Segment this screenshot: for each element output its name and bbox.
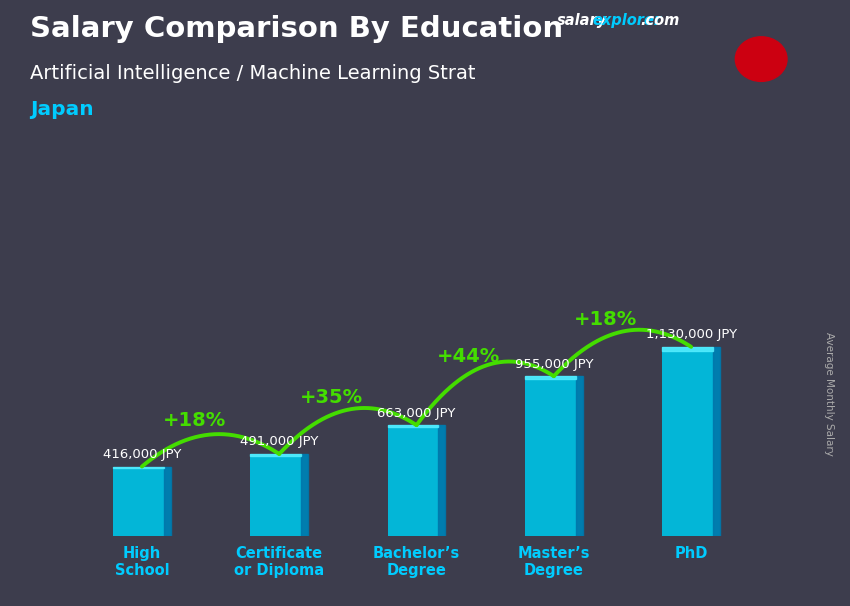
Bar [113,467,164,468]
Bar [525,376,575,379]
Text: 491,000 JPY: 491,000 JPY [240,436,319,448]
Circle shape [735,37,787,81]
Bar [164,467,171,536]
Text: Salary Comparison By Education: Salary Comparison By Education [30,15,563,43]
Bar [525,376,582,536]
Text: Artificial Intelligence / Machine Learning Strat: Artificial Intelligence / Machine Learni… [30,64,475,82]
Text: Japan: Japan [30,100,94,119]
Bar [113,467,171,536]
Text: explorer: explorer [592,13,661,28]
Bar [662,347,713,351]
Bar [575,376,582,536]
Text: Average Monthly Salary: Average Monthly Salary [824,332,834,456]
Text: .com: .com [640,13,679,28]
Bar [251,454,301,456]
Text: +44%: +44% [437,347,501,366]
Bar [713,347,720,536]
Text: +18%: +18% [162,411,226,430]
Text: 416,000 JPY: 416,000 JPY [103,448,181,461]
Bar [301,454,308,536]
Text: 1,130,000 JPY: 1,130,000 JPY [645,328,737,341]
Text: 663,000 JPY: 663,000 JPY [377,407,456,419]
Bar [251,454,308,536]
Text: +35%: +35% [300,388,363,407]
Text: 955,000 JPY: 955,000 JPY [514,358,593,371]
Text: +18%: +18% [575,310,638,329]
Bar [388,425,439,427]
Bar [662,347,720,536]
Text: salary: salary [557,13,607,28]
Bar [388,425,445,536]
Bar [439,425,445,536]
